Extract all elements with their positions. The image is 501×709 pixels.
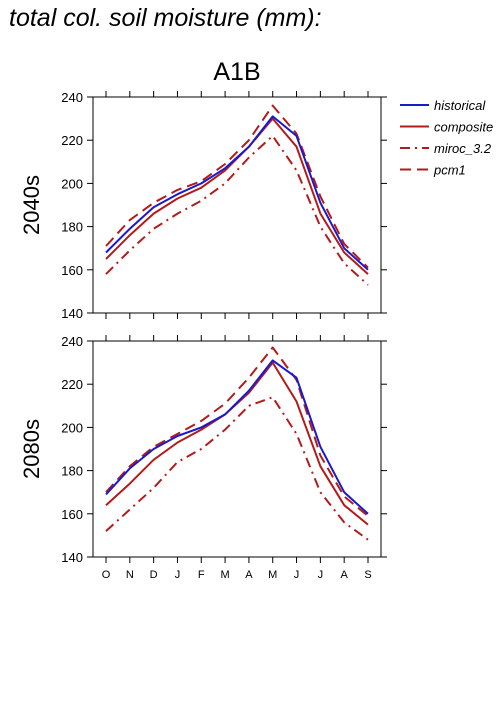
figure-title: total col. soil moisture (mm): [9, 4, 322, 32]
plot-frame [92, 96, 382, 314]
series-line-composite [105, 117, 369, 275]
y-tick-label: 160 [61, 507, 83, 522]
legend-label: miroc_3.2 [434, 141, 492, 156]
legend: historical composite miroc_3.2 pcm1 [400, 98, 493, 178]
y-tick-label: 140 [61, 306, 83, 321]
x-tick-label: D [150, 569, 158, 581]
series-line-pcm1 [105, 346, 369, 517]
x-tick-label: M [221, 569, 230, 581]
y-tick-label: 200 [61, 176, 83, 191]
chart-panel-2080s: 140 160 180 200 220 240 O N D J F M A M J J A S 2080s [19, 334, 387, 581]
x-tick-label: A [341, 569, 349, 581]
legend-item-composite: composite [400, 120, 493, 135]
panel-title: A1B [213, 58, 260, 86]
x-tick-label: N [126, 569, 134, 581]
y-tick-label: 180 [61, 464, 83, 479]
series-line-pcm1 [105, 104, 369, 269]
series-line-composite [105, 361, 369, 526]
legend-item-miroc-3-2: miroc_3.2 [400, 141, 492, 156]
y-tick-label: 240 [61, 334, 83, 349]
y-axis-label: 2040s [19, 175, 44, 235]
y-tick-label: 240 [61, 90, 83, 105]
y-tick-label: 180 [61, 220, 83, 235]
series-line-historical [105, 115, 369, 271]
x-tick-label: O [102, 569, 111, 581]
y-tick-label: 220 [61, 377, 83, 392]
legend-item-pcm1: pcm1 [400, 163, 466, 178]
legend-label: composite [434, 120, 493, 135]
x-tick-label: J [318, 569, 324, 581]
x-tick-label: A [245, 569, 253, 581]
legend-label: pcm1 [433, 163, 466, 178]
x-tick-label: J [294, 569, 300, 581]
chart-panel-2040s: 140 160 180 200 220 240 2040s [19, 90, 387, 321]
x-tick-label: S [364, 569, 371, 581]
legend-item-historical: historical [400, 98, 486, 113]
x-tick-label: J [175, 569, 181, 581]
y-tick-label: 200 [61, 420, 83, 435]
y-tick-label: 140 [61, 550, 83, 565]
y-tick-label: 220 [61, 133, 83, 148]
y-axis-label: 2080s [19, 419, 44, 479]
legend-label: historical [434, 98, 486, 113]
x-tick-label: F [198, 569, 205, 581]
plot-frame [92, 340, 382, 558]
y-tick-label: 160 [61, 263, 83, 278]
series-line-historical [105, 359, 369, 515]
x-tick-label: M [268, 569, 277, 581]
series-line-miroc-3-2 [105, 134, 369, 286]
chart-panels: 140 160 180 200 220 240 2040s 140 160 180 200 220 24… [19, 90, 387, 581]
